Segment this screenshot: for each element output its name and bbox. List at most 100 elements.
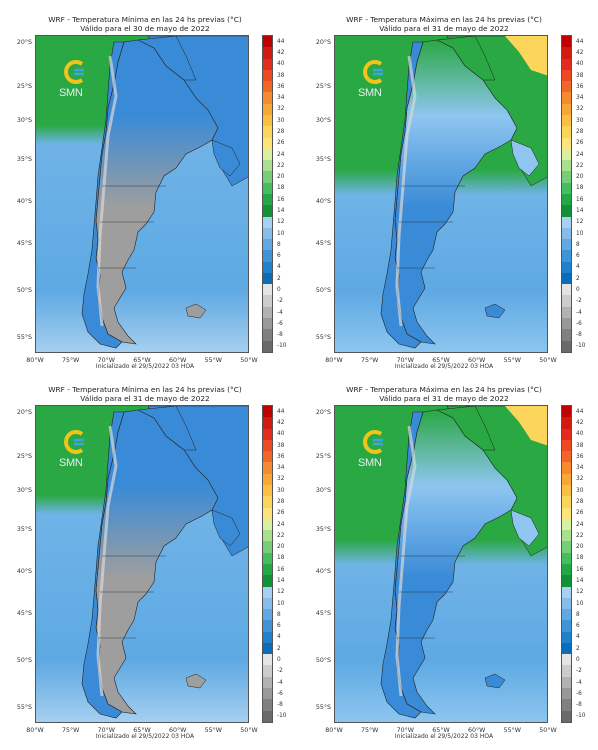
colorbar-swatch: [562, 182, 571, 194]
latitude-label: 45°S: [16, 610, 32, 617]
colorbar-label: 22: [576, 162, 584, 169]
latitude-label: 30°S: [315, 487, 331, 494]
province-borders: [98, 555, 166, 639]
colorbar-swatch: [562, 518, 571, 531]
latitude-label: 40°S: [16, 568, 32, 575]
colorbar-label: 14: [576, 577, 584, 584]
colorbar-swatch: [562, 306, 571, 319]
colorbar-swatch: [562, 462, 571, 474]
longitude-label: 75°W: [360, 357, 379, 364]
smn-logo: SMN: [357, 428, 393, 472]
longitude-label: 60°W: [168, 357, 187, 364]
colorbar-label: 10: [576, 230, 584, 237]
map-panel: WRF - Temperatura Máxima en las 24 hs pr…: [299, 0, 598, 375]
colorbar-swatch: [562, 239, 571, 251]
map-panel: WRF - Temperatura Máxima en las 24 hs pr…: [299, 370, 598, 745]
smn-logo-text: SMN: [358, 457, 382, 469]
longitude-label: 70°W: [396, 727, 414, 734]
longitude-label: 80°W: [325, 727, 343, 734]
latitude-label: 45°S: [16, 240, 32, 247]
colorbar-label: 34: [576, 95, 584, 102]
colorbar-swatch: [263, 137, 272, 149]
colorbar-label: 0: [277, 286, 281, 293]
colorbar-label: 38: [277, 442, 285, 449]
colorbar-label: -8: [576, 332, 582, 339]
colorbar-label: -8: [576, 702, 582, 709]
colorbar-swatch: [562, 284, 571, 296]
temperature-map: SMN: [35, 405, 249, 723]
colorbar-swatch: [562, 597, 571, 610]
longitude-label: 65°W: [133, 727, 151, 734]
longitude-label: 55°W: [503, 727, 521, 734]
colorbar-swatch: [263, 182, 272, 194]
colorbar-label: 44: [576, 38, 584, 45]
colorbar-swatch: [263, 586, 272, 598]
uruguay-region: [211, 509, 241, 547]
longitude-label: 80°W: [26, 357, 44, 364]
colorbar-swatch: [263, 126, 272, 138]
smn-logo-text: SMN: [59, 87, 83, 99]
colorbar-label: 16: [576, 566, 584, 573]
colorbar-label: -10: [576, 713, 586, 720]
colorbar-swatch: [562, 428, 571, 440]
colorbar-label: 2: [576, 645, 580, 652]
colorbar-label: 34: [277, 95, 285, 102]
colorbar-swatch: [562, 496, 571, 508]
longitude-label: 75°W: [360, 727, 379, 734]
latitude-label: 20°S: [315, 39, 331, 46]
colorbar-label: 28: [576, 498, 584, 505]
latitude-label: 55°S: [16, 334, 32, 341]
colorbar-label: 28: [576, 128, 584, 135]
colorbar-swatch: [562, 103, 571, 115]
colorbar-swatch: [263, 642, 272, 655]
smn-logo: SMN: [357, 58, 393, 102]
colorbar-label: 2: [576, 275, 580, 282]
colorbar-label: 22: [576, 532, 584, 539]
colorbar-swatch: [263, 69, 272, 82]
colorbar-swatch: [263, 160, 272, 172]
colorbar-swatch: [562, 261, 571, 273]
latitude-label: 40°S: [315, 568, 331, 575]
colorbar-swatch: [562, 295, 571, 307]
longitude-label: 80°W: [26, 727, 44, 734]
latitude-label: 45°S: [315, 610, 331, 617]
colorbar-label: -6: [277, 690, 283, 697]
colorbar-swatch: [562, 171, 571, 183]
colorbar-label: 8: [576, 241, 580, 248]
longitude-label: 50°W: [539, 357, 557, 364]
colorbar-swatch: [263, 239, 272, 251]
province-borders: [98, 185, 166, 269]
colorbar-swatch: [562, 148, 571, 161]
colorbar-label: -8: [277, 332, 283, 339]
colorbar-swatch: [562, 439, 571, 452]
colorbar-swatch: [562, 329, 571, 341]
falkland-islands: [185, 673, 207, 689]
colorbar-label: -4: [576, 309, 582, 316]
colorbar-swatch: [263, 227, 272, 240]
colorbar-swatch: [263, 518, 272, 531]
colorbar-label: 44: [277, 408, 285, 415]
colorbar-label: -10: [277, 713, 287, 720]
colorbar-swatch: [562, 417, 571, 429]
latitude-label: 30°S: [315, 117, 331, 124]
colorbar-swatch: [263, 654, 272, 666]
longitude-label: 60°W: [168, 727, 187, 734]
colorbar-label: 26: [576, 510, 584, 517]
longitude-label: 55°W: [204, 357, 222, 364]
colorbar-label: 32: [576, 476, 584, 483]
colorbar-swatch: [562, 205, 571, 217]
colorbar-swatch: [263, 563, 272, 576]
longitude-label: 55°W: [503, 357, 521, 364]
colorbar-label: 24: [576, 151, 584, 158]
chile-region: [380, 411, 424, 719]
colorbar-label: 0: [576, 656, 580, 663]
colorbar-label: 36: [277, 453, 285, 460]
colorbar-swatch: [562, 318, 571, 330]
colorbar-label: 20: [576, 174, 584, 181]
longitude-label: 75°W: [61, 357, 80, 364]
colorbar-swatch: [263, 284, 272, 296]
chile-region: [380, 41, 424, 349]
colorbar-swatch: [263, 148, 272, 161]
colorbar-label: 16: [277, 196, 285, 203]
colorbar-label: 40: [277, 431, 285, 438]
